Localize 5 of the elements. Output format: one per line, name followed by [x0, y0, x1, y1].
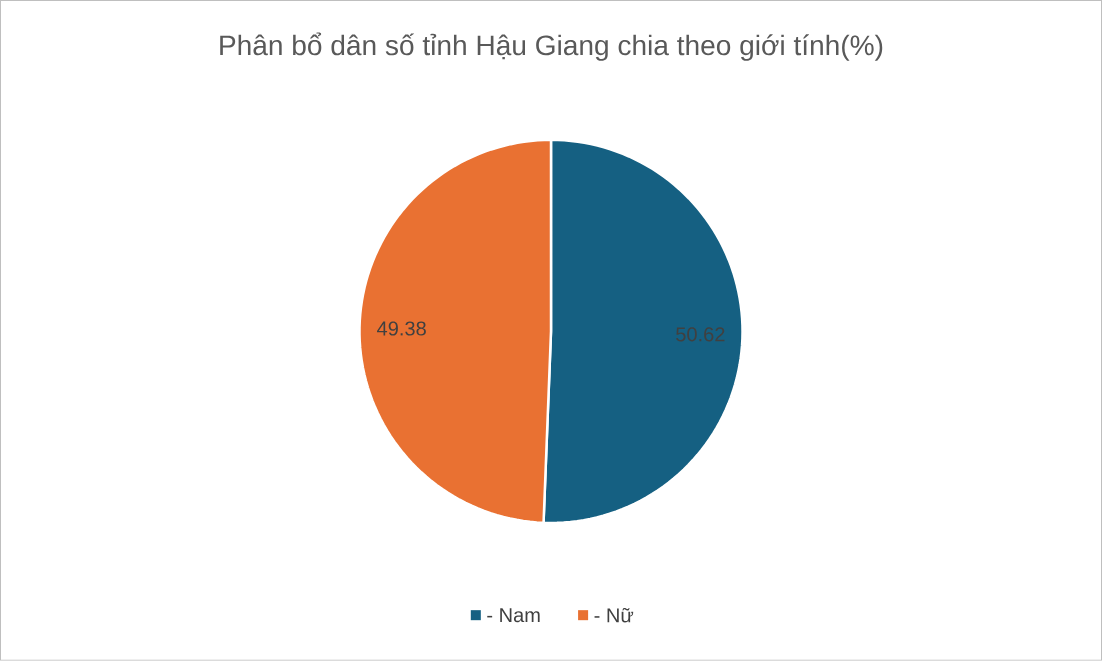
- chart-title: Phân bổ dân số tỉnh Hậu Giang chia theo giới tính(%): [220, 32, 883, 61]
- data-label: 49.38: [377, 321, 426, 336]
- legend-label: - Nữ: [594, 607, 634, 623]
- legend-label: - Nam: [487, 608, 540, 623]
- data-label: 50.62: [676, 327, 725, 342]
